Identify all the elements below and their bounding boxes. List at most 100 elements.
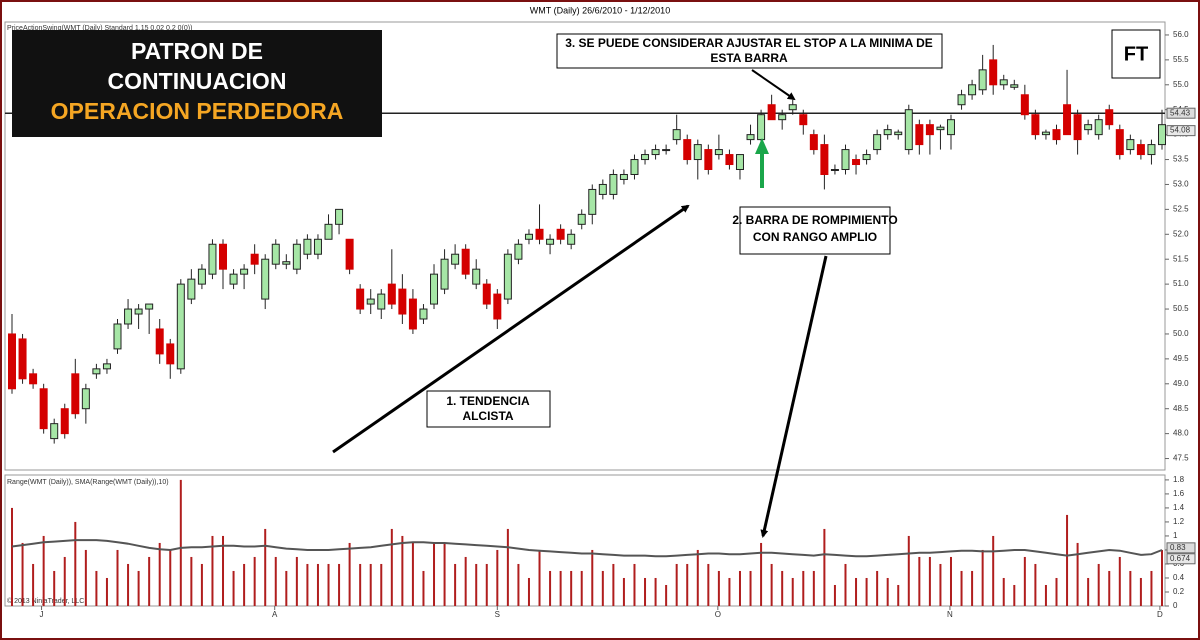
annotation: 3. SE PUEDE CONSIDERAR AJUSTAR EL STOP A… <box>565 36 933 50</box>
last-value-label: 54.43 <box>1170 108 1191 117</box>
candle-body <box>641 154 650 161</box>
candle-body <box>873 134 882 151</box>
overlay-line: PATRON DE <box>131 38 263 64</box>
y-tick-label: 1.4 <box>1173 503 1185 512</box>
chart-title: WMT (Daily) 26/6/2010 - 1/12/2010 <box>530 5 670 15</box>
range-bar <box>886 577 889 606</box>
range-panel <box>4 474 1166 607</box>
candle-body <box>767 104 776 121</box>
range-bar <box>306 563 309 606</box>
range-bar <box>527 577 530 606</box>
candle-body <box>1136 144 1145 156</box>
candle-body <box>240 268 249 275</box>
candle-body <box>894 131 903 136</box>
range-bar <box>179 479 182 606</box>
range-bar <box>369 563 372 606</box>
range-bar <box>749 570 752 606</box>
range-bar <box>601 570 604 606</box>
candle-body <box>18 338 27 380</box>
candle-body <box>303 238 312 255</box>
range-bar <box>907 535 910 606</box>
candle-body <box>820 144 829 175</box>
candle-body <box>957 94 966 106</box>
range-bar <box>1044 584 1047 606</box>
candle-body <box>978 69 987 91</box>
candle-body <box>1094 119 1103 136</box>
candle-body <box>778 114 787 121</box>
range-bar <box>949 556 952 606</box>
plot-area: 56.055.555.054.554.053.553.052.552.051.5… <box>5 30 1196 619</box>
candle-body <box>852 159 861 166</box>
badge-box <box>1111 29 1161 79</box>
range-bar <box>1139 577 1142 606</box>
range-bar <box>485 563 488 606</box>
candle-body <box>461 248 470 275</box>
candle-body <box>968 84 977 96</box>
candle-body <box>356 288 365 310</box>
range-bar <box>401 535 404 606</box>
candle-body <box>809 134 818 151</box>
candle-body <box>324 223 333 240</box>
candle-body <box>71 373 80 415</box>
candle-body <box>1073 114 1082 141</box>
range-bar <box>295 556 298 606</box>
range-bar <box>411 542 414 606</box>
y-tick-label: 49.5 <box>1173 354 1189 363</box>
range-bar <box>475 563 478 606</box>
range-bar <box>855 577 858 606</box>
range-bar <box>981 549 984 606</box>
range-bar <box>116 549 119 606</box>
candle-body <box>208 243 217 275</box>
x-tick-label: A <box>272 610 278 619</box>
candle-body <box>8 333 16 390</box>
x-tick-label: O <box>715 610 721 619</box>
range-bar <box>1002 577 1005 606</box>
range-bar <box>580 570 583 606</box>
range-bar <box>496 549 499 606</box>
range-bar <box>11 507 13 606</box>
candle-body <box>472 268 481 285</box>
price-panel <box>4 21 1166 471</box>
candle-body <box>546 238 555 245</box>
annotation: ALCISTA <box>462 409 513 423</box>
range-bar <box>454 563 457 606</box>
candle-body <box>746 134 755 141</box>
candle-body <box>841 149 850 171</box>
candle-body <box>1158 124 1166 146</box>
y-tick-label: 55.0 <box>1173 80 1189 89</box>
range-bar <box>612 563 615 606</box>
candle-body <box>81 388 90 410</box>
candle-body <box>398 288 407 315</box>
y-tick-label: 52.0 <box>1173 229 1189 238</box>
y-tick-label: 53.5 <box>1173 155 1189 164</box>
x-tick-label: S <box>495 610 500 619</box>
range-bar <box>253 556 256 606</box>
y-tick-label: 0.4 <box>1173 573 1185 582</box>
range-bar <box>833 584 836 606</box>
y-tick-label: 48.0 <box>1173 429 1189 438</box>
range-bar <box>53 570 56 606</box>
candle-body <box>619 173 628 180</box>
candle-body <box>166 343 175 365</box>
range-bar <box>1097 563 1100 606</box>
candle-body <box>1147 144 1156 156</box>
y-tick-label: 48.5 <box>1173 404 1189 413</box>
candle-body <box>535 228 544 240</box>
candle-body <box>503 253 512 300</box>
candle-body <box>714 149 723 156</box>
candle-body <box>588 188 597 215</box>
y-tick-label: 52.5 <box>1173 204 1189 213</box>
range-bar <box>1013 584 1016 606</box>
arrow <box>760 255 828 538</box>
range-bar <box>137 570 140 606</box>
range-bar <box>876 570 879 606</box>
candle-body <box>482 283 491 305</box>
range-bar <box>158 542 161 606</box>
candle-body <box>313 238 322 255</box>
candle-body <box>419 308 428 320</box>
last-value-label: 0.674 <box>1170 554 1191 563</box>
range-bar <box>971 570 974 606</box>
range-bar <box>506 528 509 606</box>
range-bar <box>95 570 98 606</box>
